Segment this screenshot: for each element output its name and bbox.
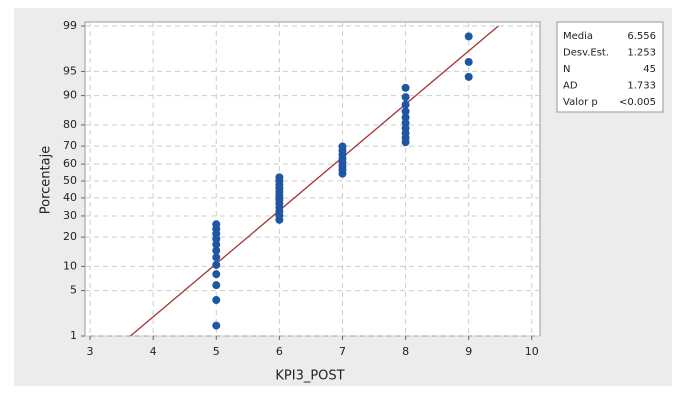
x-axis-label: KPI3_POST bbox=[275, 369, 344, 384]
y-tick-label: 80 bbox=[63, 118, 77, 131]
x-tick-label: 7 bbox=[339, 345, 346, 358]
y-tick-label: 30 bbox=[63, 209, 77, 222]
y-axis-label: Porcentaje bbox=[39, 146, 54, 214]
point bbox=[212, 296, 221, 305]
stats-box bbox=[556, 21, 664, 113]
point bbox=[401, 100, 410, 109]
point bbox=[212, 240, 221, 249]
y-tick-label: 50 bbox=[63, 174, 77, 187]
x-tick-label: 9 bbox=[465, 345, 472, 358]
fit-line bbox=[130, 25, 499, 337]
y-tick-label: 20 bbox=[63, 230, 77, 243]
point bbox=[212, 220, 221, 229]
point bbox=[401, 113, 410, 122]
x-tick-label: 6 bbox=[276, 345, 283, 358]
point bbox=[212, 281, 221, 290]
stats-value: 1.253 bbox=[627, 48, 656, 59]
y-tick-label: 5 bbox=[70, 284, 77, 297]
stats-value: 45 bbox=[643, 64, 656, 75]
stats-label: AD bbox=[563, 81, 578, 92]
stats-value: 6.556 bbox=[627, 31, 656, 42]
stats-label: Media bbox=[563, 31, 593, 42]
stats-value: <0.005 bbox=[619, 97, 656, 108]
point bbox=[401, 83, 410, 92]
point bbox=[212, 253, 221, 262]
y-tick-label: 95 bbox=[63, 64, 77, 77]
point bbox=[464, 57, 473, 66]
stats-value: 1.733 bbox=[627, 81, 656, 92]
point bbox=[212, 260, 221, 269]
point bbox=[338, 142, 347, 151]
point bbox=[212, 270, 221, 279]
point bbox=[464, 32, 473, 41]
x-tick-label: 4 bbox=[150, 345, 157, 358]
plot-area bbox=[84, 21, 541, 337]
x-tick-label: 3 bbox=[87, 345, 94, 358]
point bbox=[212, 246, 221, 255]
point bbox=[401, 93, 410, 102]
stats-label: Desv.Est. bbox=[563, 48, 609, 59]
y-tick-label: 1 bbox=[70, 329, 77, 342]
y-tick-label: 90 bbox=[63, 89, 77, 102]
y-tick-label: 10 bbox=[63, 259, 77, 272]
stats-label: N bbox=[563, 64, 570, 75]
x-tick-label: 8 bbox=[402, 345, 409, 358]
point bbox=[275, 173, 284, 182]
y-tick-label: 70 bbox=[63, 139, 77, 152]
stats-label: Valor p bbox=[563, 97, 598, 108]
x-tick-label: 10 bbox=[525, 345, 539, 358]
y-tick-label: 99 bbox=[63, 19, 77, 32]
point bbox=[401, 119, 410, 128]
point bbox=[464, 72, 473, 81]
y-tick-label: 60 bbox=[63, 157, 77, 170]
point bbox=[401, 107, 410, 116]
x-tick-label: 5 bbox=[213, 345, 220, 358]
y-tick-label: 40 bbox=[63, 191, 77, 204]
point bbox=[212, 321, 221, 330]
